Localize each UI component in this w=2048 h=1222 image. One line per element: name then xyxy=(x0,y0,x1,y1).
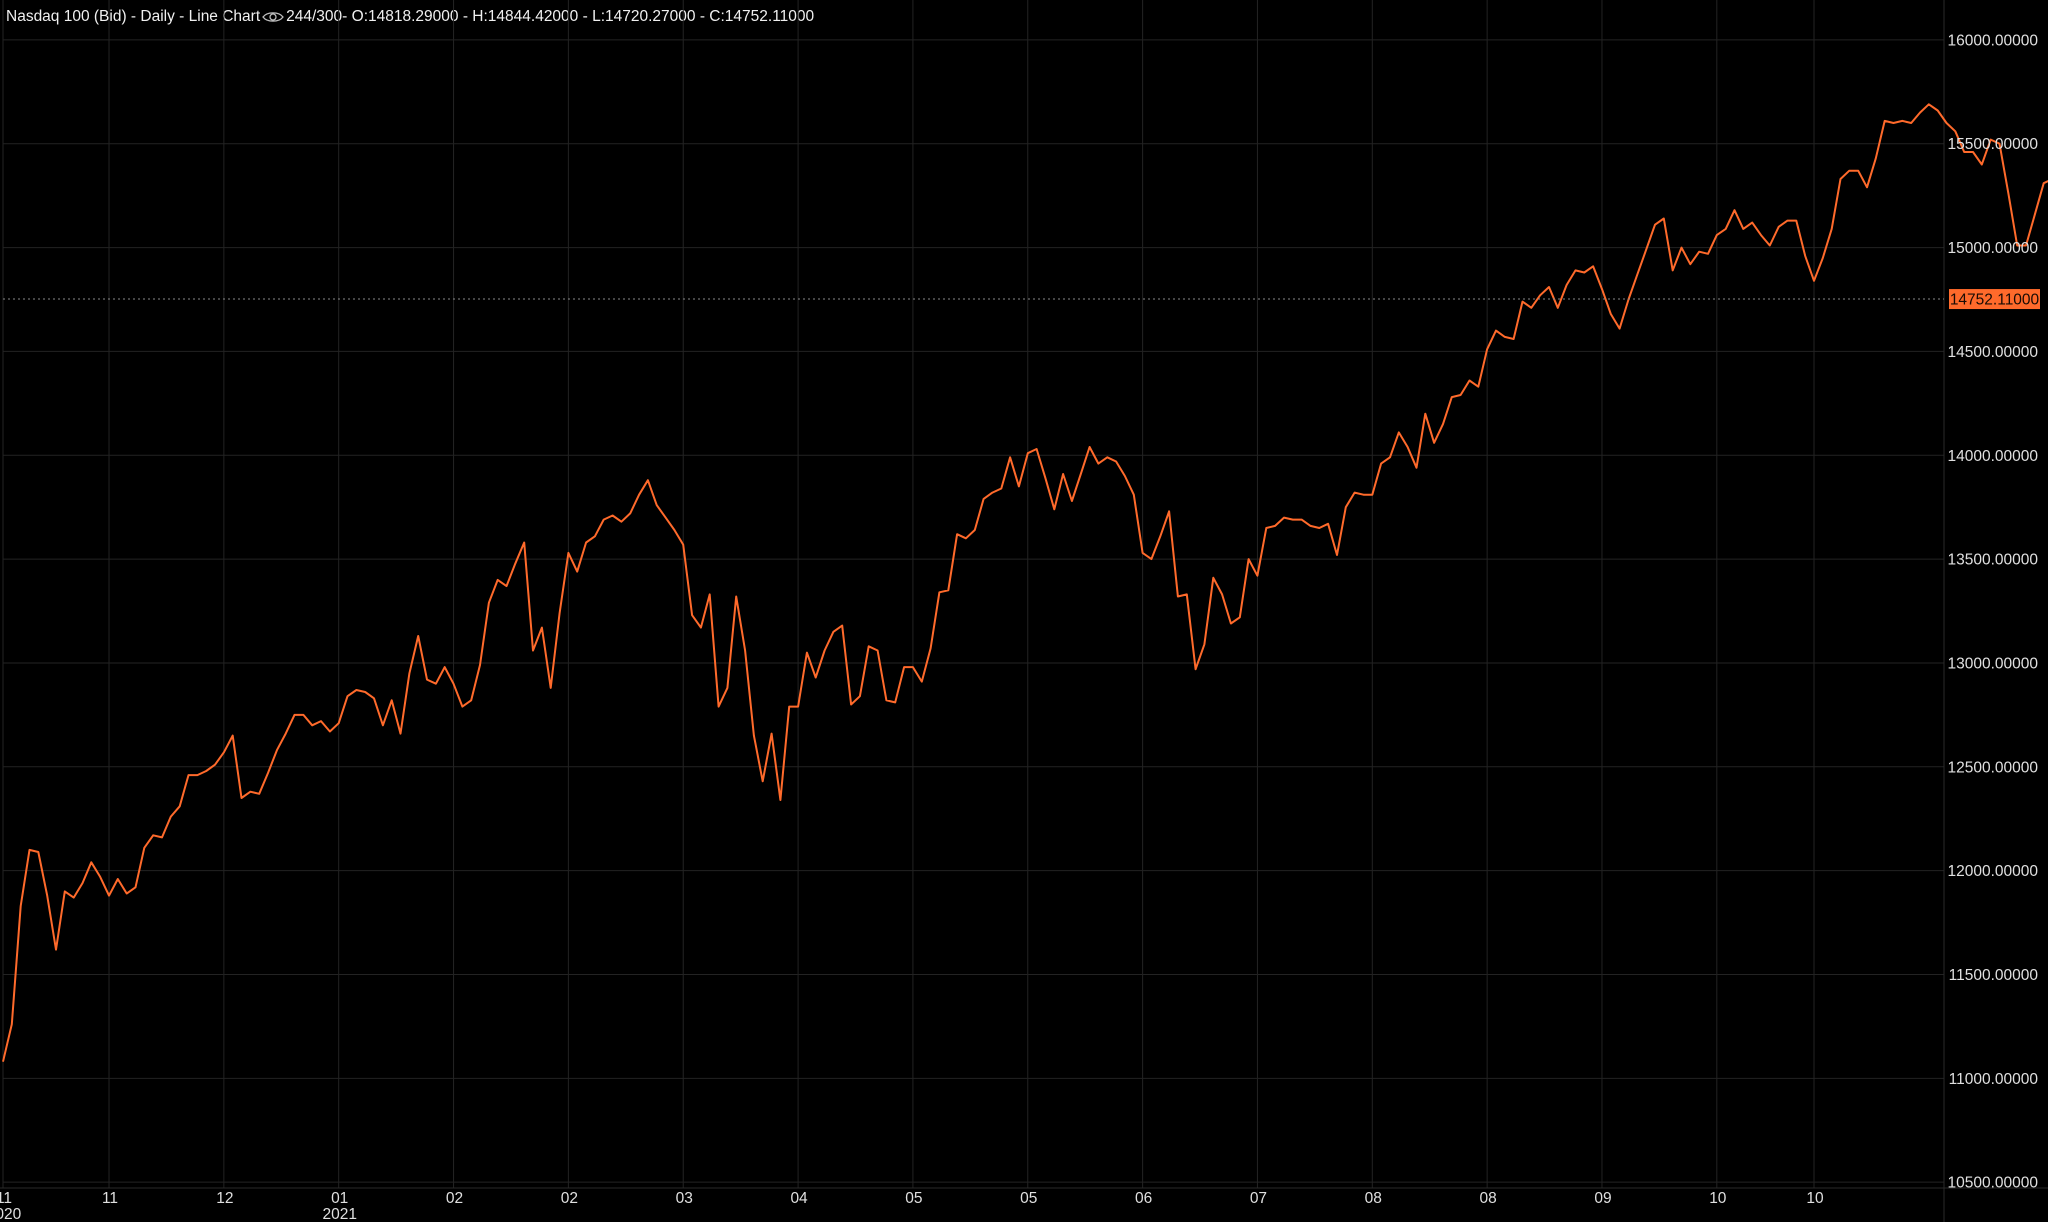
x-tick-label: 07 xyxy=(1250,1190,1267,1207)
price-series xyxy=(2,103,2048,1062)
price-line xyxy=(2,103,2048,1062)
last-price-marker: 14752.11000 xyxy=(3,289,2040,310)
x-axis[interactable]: 1120201112012021020203040505060708080910… xyxy=(0,1190,1824,1222)
y-tick-label: 14500.00000 xyxy=(1947,344,2038,361)
y-tick-label: 15000.00000 xyxy=(1947,240,2038,257)
x-tick-label: 10 xyxy=(1806,1190,1824,1207)
instrument-title: Nasdaq 100 (Bid) - Daily - Line Chart xyxy=(6,8,261,25)
x-tick-label: 01 xyxy=(331,1190,348,1207)
x-tick-label: 05 xyxy=(905,1190,922,1207)
x-tick-label: 06 xyxy=(1135,1190,1152,1207)
y-tick-label: 11500.00000 xyxy=(1949,967,2039,984)
x-tick-label: 03 xyxy=(676,1190,693,1207)
y-tick-label: 10500.00000 xyxy=(1947,1175,2038,1192)
y-tick-label: 12500.00000 xyxy=(1947,759,2038,776)
x-tick-label: 09 xyxy=(1594,1190,1611,1207)
y-axis[interactable]: 10500.00000 11000.00000 11500.00000 12000.0… xyxy=(1947,32,2038,1191)
chart-header: Nasdaq 100 (Bid) - Daily - Line Chart 24… xyxy=(6,8,814,26)
ohlc-readout: - O:14818.29000 - H:14844.42000 - L:1472… xyxy=(342,8,815,25)
x-tick-label: 12 xyxy=(216,1190,233,1207)
y-tick-label: 15500.00000 xyxy=(1947,136,2038,153)
x-tick-label: 11 xyxy=(102,1190,118,1207)
y-tick-label: 11000.00000 xyxy=(1949,1071,2039,1088)
x-tick-label: 02 xyxy=(446,1190,463,1207)
x-tick-label: 11 xyxy=(0,1190,12,1207)
x-tick-label: 02 xyxy=(561,1190,578,1207)
last-price-label: 14752.11000 xyxy=(1950,292,2040,309)
x-tick-label: 04 xyxy=(790,1190,808,1207)
y-tick-label: 13500.00000 xyxy=(1947,552,2038,569)
y-tick-label: 12000.00000 xyxy=(1947,863,2038,880)
y-tick-label: 16000.00000 xyxy=(1947,32,2038,49)
x-year-label: 2021 xyxy=(322,1206,356,1222)
y-tick-label: 13000.00000 xyxy=(1947,655,2038,672)
x-tick-label: 08 xyxy=(1480,1190,1497,1207)
x-tick-label: 08 xyxy=(1365,1190,1382,1207)
bar-count: 244/300 xyxy=(286,8,343,25)
last-price-box xyxy=(1949,289,2040,310)
x-tick-label: 10 xyxy=(1709,1190,1727,1207)
x-tick-label: 05 xyxy=(1020,1190,1037,1207)
y-tick-label: 14000.00000 xyxy=(1947,448,2038,465)
eye-icon[interactable] xyxy=(262,10,284,24)
